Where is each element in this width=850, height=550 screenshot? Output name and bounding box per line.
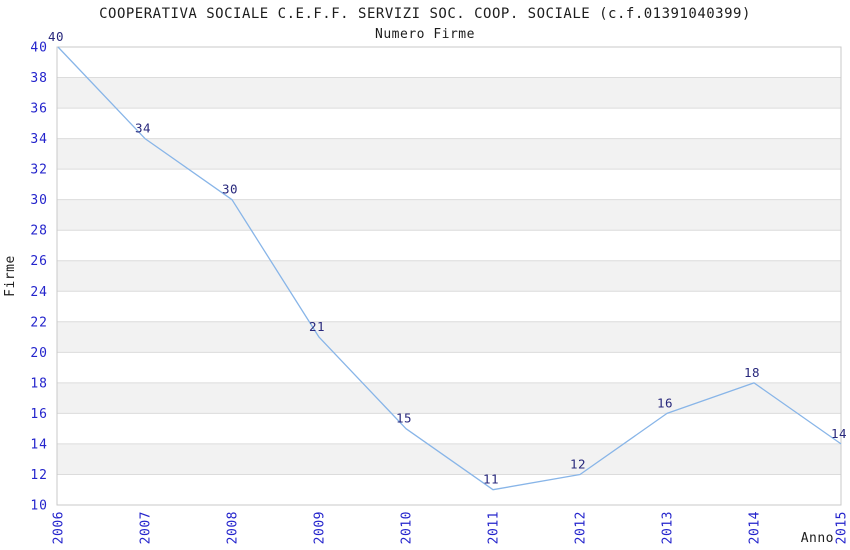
y-tick-label: 18 bbox=[30, 376, 48, 391]
y-tick-label: 14 bbox=[30, 437, 48, 452]
y-tick-label: 26 bbox=[30, 254, 48, 269]
y-tick-label: 20 bbox=[30, 346, 48, 361]
chart-subtitle: Numero Firme bbox=[375, 27, 475, 42]
y-tick-label: 12 bbox=[30, 468, 48, 483]
data-label: 16 bbox=[657, 395, 673, 410]
grid-band bbox=[57, 321, 841, 353]
grid-band bbox=[57, 169, 841, 200]
grid-band bbox=[57, 291, 841, 322]
grid-band bbox=[57, 474, 841, 505]
data-label: 21 bbox=[309, 319, 325, 334]
grid-band bbox=[57, 77, 841, 109]
y-tick-label: 38 bbox=[30, 71, 48, 86]
data-label: 14 bbox=[831, 426, 847, 441]
y-tick-label: 36 bbox=[30, 102, 48, 117]
grid-band bbox=[57, 199, 841, 231]
grid-band bbox=[57, 382, 841, 414]
grid-band bbox=[57, 138, 841, 170]
y-tick-label: 32 bbox=[30, 163, 48, 178]
y-tick-label: 22 bbox=[30, 315, 48, 330]
data-label: 12 bbox=[570, 457, 586, 472]
grid-band bbox=[57, 47, 841, 78]
y-tick-label: 24 bbox=[30, 285, 48, 300]
data-label: 11 bbox=[483, 472, 499, 487]
data-label: 40 bbox=[48, 29, 64, 44]
y-tick-label: 16 bbox=[30, 407, 48, 422]
x-tick-label: 2015 bbox=[835, 511, 850, 544]
grid-band bbox=[57, 230, 841, 261]
x-tick-label: 2011 bbox=[487, 511, 502, 544]
data-label: 34 bbox=[135, 121, 151, 136]
grid-band bbox=[57, 260, 841, 292]
x-tick-label: 2007 bbox=[139, 511, 154, 544]
x-tick-label: 2008 bbox=[226, 511, 241, 544]
x-tick-label: 2014 bbox=[748, 511, 763, 544]
y-axis-title: Firme bbox=[3, 255, 18, 297]
y-tick-label: 30 bbox=[30, 193, 48, 208]
grid-band bbox=[57, 108, 841, 139]
y-tick-label: 28 bbox=[30, 224, 48, 239]
x-tick-label: 2006 bbox=[52, 511, 67, 544]
y-tick-label: 40 bbox=[30, 41, 48, 56]
x-tick-label: 2013 bbox=[661, 511, 676, 544]
data-line bbox=[57, 46, 842, 491]
data-label: 30 bbox=[222, 182, 238, 197]
data-label: 15 bbox=[396, 411, 412, 426]
x-tick-label: 2010 bbox=[400, 511, 415, 544]
grid-band bbox=[57, 413, 841, 444]
chart-title: COOPERATIVA SOCIALE C.E.F.F. SERVIZI SOC… bbox=[99, 6, 751, 22]
y-tick-label: 10 bbox=[30, 499, 48, 514]
grid-band bbox=[57, 352, 841, 383]
data-label: 18 bbox=[744, 365, 760, 380]
x-tick-label: 2012 bbox=[574, 511, 589, 544]
x-axis-title: Anno bbox=[801, 531, 834, 546]
y-tick-label: 34 bbox=[30, 132, 48, 147]
plot-border bbox=[56, 46, 842, 506]
x-tick-label: 2009 bbox=[313, 511, 328, 544]
